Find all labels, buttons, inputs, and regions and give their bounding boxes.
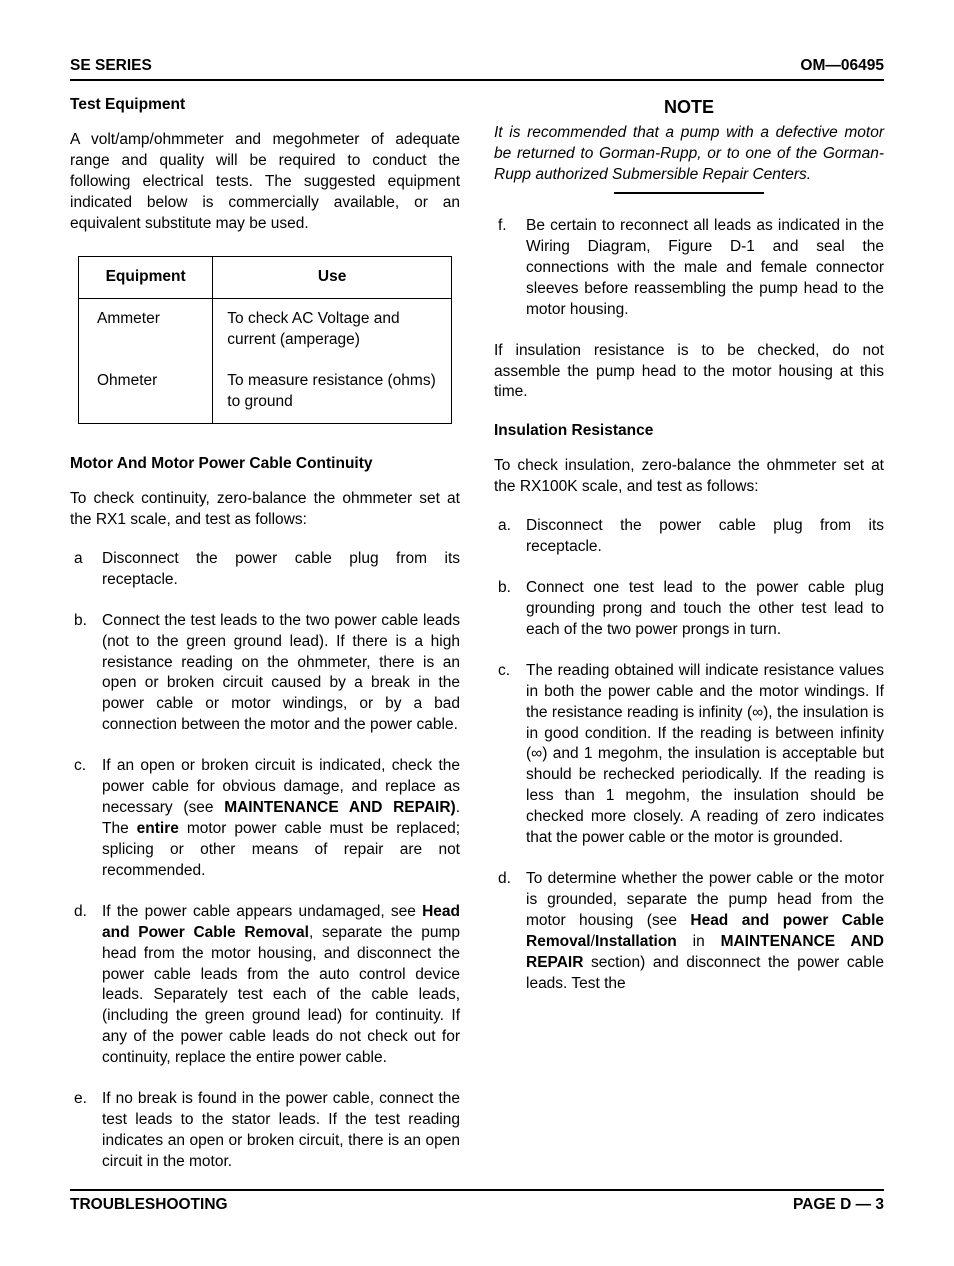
continuity-intro: To check continuity, zero-balance the oh…: [70, 489, 460, 531]
intro-paragraph: A volt/amp/ohmmeter and megohmeter of ad…: [70, 130, 460, 235]
list-marker: d.: [498, 869, 511, 890]
list-text: To determine whether the power cable or …: [526, 870, 884, 992]
list-item: e. If no break is found in the power cab…: [70, 1089, 460, 1173]
list-item: a. Disconnect the power cable plug from …: [494, 516, 884, 558]
cell-use: To check AC Voltage and current (amperag…: [213, 299, 452, 361]
footer-right: PAGE D — 3: [793, 1195, 884, 1216]
th-equipment: Equipment: [79, 257, 213, 299]
list-marker: e.: [74, 1089, 87, 1110]
list-marker: d.: [74, 902, 87, 923]
list-text: Connect one test lead to the power cable…: [526, 579, 884, 638]
list-marker: f.: [498, 216, 507, 237]
note-body: It is recommended that a pump with a def…: [494, 123, 884, 186]
body-columns: Test Equipment A volt/amp/ohmmeter and m…: [70, 95, 884, 1179]
list-text: Connect the test leads to the two power …: [102, 612, 460, 734]
list-item: d. To determine whether the power cable …: [494, 869, 884, 995]
list-marker: c.: [74, 756, 86, 777]
equipment-table: Equipment Use Ammeter To check AC Voltag…: [78, 256, 452, 424]
cell-equipment: Ammeter: [79, 299, 213, 361]
list-text: If no break is found in the power cable,…: [102, 1090, 460, 1170]
insulation-list: a. Disconnect the power cable plug from …: [494, 516, 884, 994]
list-text: Disconnect the power cable plug from its…: [526, 517, 884, 555]
list-item: b. Connect the test leads to the two pow…: [70, 611, 460, 737]
cell-equipment: Ohmeter: [79, 361, 213, 423]
list-marker: b.: [498, 578, 511, 599]
list-marker: b.: [74, 611, 87, 632]
note-heading: NOTE: [494, 95, 884, 119]
table-row: Ammeter To check AC Voltage and current …: [79, 299, 452, 361]
page-header: SE SERIES OM—06495: [70, 56, 884, 81]
list-marker: a.: [498, 516, 511, 537]
header-right: OM—06495: [800, 56, 884, 77]
insulation-intro: To check insulation, zero-balance the oh…: [494, 456, 884, 498]
list-item: d. If the power cable appears undamaged,…: [70, 902, 460, 1069]
list-marker: a: [74, 549, 83, 570]
list-item: c. The reading obtained will indicate re…: [494, 661, 884, 849]
list-item: c. If an open or broken circuit is indic…: [70, 756, 460, 882]
list-text: The reading obtained will indicate resis…: [526, 662, 884, 846]
th-use: Use: [213, 257, 452, 299]
list-item: b. Connect one test lead to the power ca…: [494, 578, 884, 641]
footer-left: TROUBLESHOOTING: [70, 1195, 228, 1216]
insulation-precheck: If insulation resistance is to be checke…: [494, 341, 884, 404]
list-text: Disconnect the power cable plug from its…: [102, 550, 460, 588]
list-text: If the power cable appears undamaged, se…: [102, 903, 460, 1066]
header-left: SE SERIES: [70, 56, 152, 77]
heading-insulation-resistance: Insulation Resistance: [494, 421, 884, 442]
list-item: a Disconnect the power cable plug from i…: [70, 549, 460, 591]
list-text: Be certain to reconnect all leads as ind…: [526, 217, 884, 318]
heading-test-equipment: Test Equipment: [70, 95, 460, 116]
note-rule: [614, 192, 764, 194]
continuity-list-continued: f. Be certain to reconnect all leads as …: [494, 216, 884, 321]
heading-motor-continuity: Motor And Motor Power Cable Continuity: [70, 454, 460, 475]
continuity-list: a Disconnect the power cable plug from i…: [70, 549, 460, 1173]
cell-use: To measure resistance (ohms) to ground: [213, 361, 452, 423]
table-row: Ohmeter To measure resistance (ohms) to …: [79, 361, 452, 423]
list-marker: c.: [498, 661, 510, 682]
list-text: If an open or broken circuit is indicate…: [102, 757, 460, 879]
list-item: f. Be certain to reconnect all leads as …: [494, 216, 884, 321]
page-footer: TROUBLESHOOTING PAGE D — 3: [70, 1189, 884, 1216]
